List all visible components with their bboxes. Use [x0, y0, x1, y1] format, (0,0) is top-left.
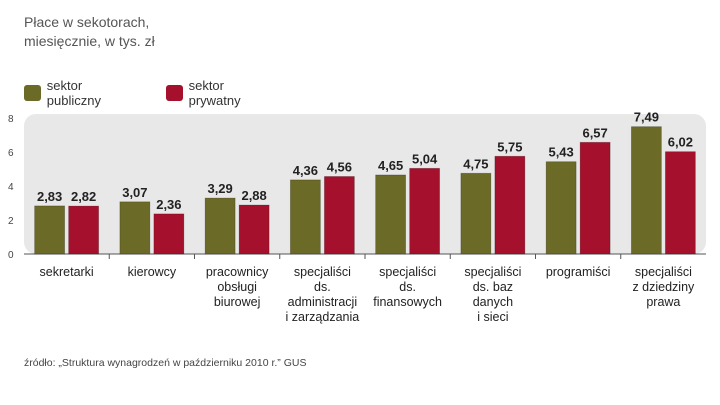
bar-private — [494, 155, 526, 255]
x-category-label: specjaliści ds. administracji i zarządzania — [286, 265, 360, 324]
legend-label-private: sektor prywatny — [188, 78, 241, 108]
data-label: 6,02 — [668, 135, 693, 150]
chart-title: Płace w sekotorach, miesięcznie, w tys. … — [24, 14, 155, 49]
x-category-label: specjaliści ds. baz danych i sieci — [464, 265, 521, 324]
y-tick-label: 4 — [8, 182, 14, 193]
data-label: 2,83 — [37, 189, 62, 204]
data-label: 5,75 — [497, 139, 522, 154]
data-label: 6,57 — [582, 125, 607, 140]
bar-private — [238, 204, 270, 255]
legend-label-public: sektor publiczny — [46, 78, 101, 108]
data-label: 7,49 — [634, 110, 659, 125]
x-category-label: specjaliści z dziedziny prawa — [632, 265, 695, 309]
data-label: 2,88 — [241, 188, 266, 203]
y-tick-label: 6 — [8, 148, 14, 159]
data-label: 5,43 — [548, 145, 573, 160]
bar-private — [323, 176, 355, 255]
data-label: 3,07 — [122, 185, 147, 200]
bar-public — [630, 126, 662, 255]
y-tick-label: 8 — [8, 114, 14, 125]
y-tick-label: 2 — [8, 216, 14, 227]
data-label: 4,75 — [463, 156, 488, 171]
bar-private — [664, 151, 696, 255]
data-label: 2,36 — [156, 197, 181, 212]
bar-private — [153, 213, 185, 255]
x-category-label: kierowcy — [128, 265, 177, 279]
bar-public — [289, 179, 321, 255]
data-label: 4,65 — [378, 158, 403, 173]
plot-background — [24, 114, 706, 254]
bar-public — [34, 205, 66, 255]
data-label: 3,29 — [207, 181, 232, 196]
bar-private — [579, 141, 611, 255]
bar-private — [68, 205, 100, 255]
bar-public — [375, 174, 407, 255]
data-label: 5,04 — [412, 151, 438, 166]
bar-public — [545, 161, 577, 255]
bar-public — [204, 197, 236, 255]
bar-private — [409, 167, 441, 255]
legend-swatch-private — [166, 85, 183, 101]
legend-item-public: sektor publiczny — [24, 78, 109, 108]
data-label: 2,82 — [71, 189, 96, 204]
data-label: 4,56 — [327, 159, 352, 174]
legend-item-private: sektor prywatny — [166, 78, 249, 108]
bar-public — [460, 172, 492, 255]
data-label: 4,36 — [293, 163, 318, 178]
legend-swatch-public — [24, 85, 41, 101]
y-tick-label: 0 — [8, 250, 14, 261]
bar-public — [119, 201, 151, 255]
x-category-label: specjaliści ds. finansowych — [373, 265, 442, 309]
x-category-label: pracownicy obsługi biurowej — [206, 265, 269, 309]
x-category-label: sekretarki — [40, 265, 94, 279]
source-note: źródło: „Struktura wynagrodzeń w paździe… — [24, 357, 307, 369]
x-category-label: programiści — [546, 265, 611, 279]
